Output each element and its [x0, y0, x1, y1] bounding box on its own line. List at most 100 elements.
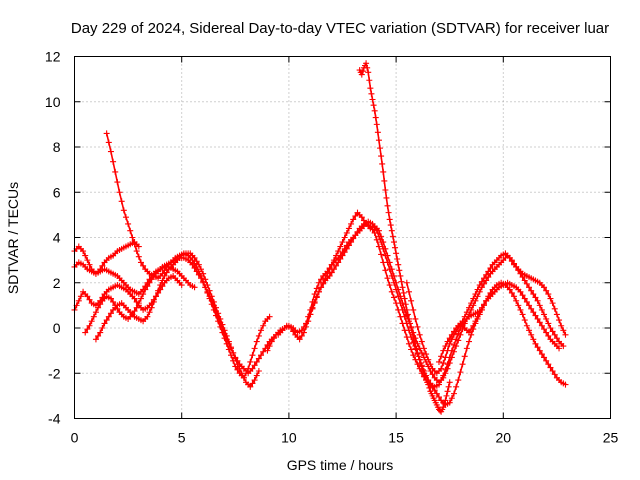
data-point-interp — [390, 294, 397, 301]
data-point-interp — [538, 351, 545, 358]
data-point-interp — [150, 298, 157, 305]
data-point — [384, 202, 391, 209]
data-point — [120, 207, 127, 214]
data-point-interp — [547, 295, 554, 302]
data-point-interp — [383, 194, 390, 201]
data-point-interp — [92, 309, 99, 316]
data-point — [86, 322, 93, 329]
data-point — [350, 216, 357, 223]
data-point-interp — [446, 360, 453, 367]
data-point — [84, 257, 91, 264]
data-point — [536, 347, 543, 354]
data-point — [367, 85, 374, 92]
y-tick-label: -2 — [48, 365, 61, 381]
data-point — [440, 347, 447, 354]
data-point — [249, 352, 256, 359]
data-point — [534, 297, 541, 304]
data-point-interp — [395, 286, 402, 293]
data-point-interp — [450, 328, 457, 335]
y-tick-label: 0 — [53, 320, 61, 336]
data-point-interp — [95, 332, 102, 339]
data-point-interp — [532, 294, 539, 301]
data-point — [137, 295, 144, 302]
data-point — [448, 354, 455, 361]
data-point-interp — [440, 360, 447, 367]
data-point-interp — [536, 302, 543, 309]
data-point — [189, 261, 196, 268]
data-point-interp — [135, 253, 142, 260]
data-point-interp — [465, 304, 472, 311]
data-point-interp — [382, 267, 389, 274]
data-point — [470, 322, 477, 329]
data-point — [107, 295, 114, 302]
data-point — [448, 331, 455, 338]
data-point — [468, 300, 475, 307]
data-point-interp — [337, 255, 344, 262]
y-tick-label: 4 — [53, 230, 61, 246]
data-point-interp — [99, 262, 106, 269]
data-point-interp — [387, 222, 394, 229]
data-point-interp — [410, 306, 417, 313]
data-point — [517, 288, 524, 295]
data-point — [369, 96, 376, 103]
data-point — [478, 304, 485, 311]
data-point — [528, 331, 535, 338]
data-point — [348, 239, 355, 246]
data-point — [519, 311, 526, 318]
data-point — [549, 367, 556, 374]
data-point-interp — [350, 235, 357, 242]
data-point — [80, 248, 87, 255]
data-point — [553, 311, 560, 318]
data-point — [315, 288, 322, 295]
data-point — [547, 325, 554, 331]
chart-title: Day 229 of 2024, Sidereal Day-to-day VTE… — [71, 20, 609, 37]
data-point-interp — [313, 294, 320, 301]
x-tick-label: 5 — [178, 430, 186, 446]
data-point — [395, 261, 402, 268]
data-point — [152, 293, 159, 300]
data-point — [213, 304, 220, 311]
data-point — [380, 168, 387, 175]
data-point — [95, 304, 102, 311]
data-point — [390, 239, 397, 246]
data-point-interp — [144, 283, 151, 290]
data-point — [526, 302, 533, 309]
data-point-interp — [472, 318, 479, 325]
data-point-interp — [386, 282, 393, 289]
data-point-interp — [435, 394, 442, 401]
data-point-interp — [114, 179, 121, 186]
data-point — [543, 329, 550, 336]
data-point-interp — [140, 262, 147, 269]
data-point-interp — [354, 228, 361, 235]
data-point-interp — [405, 288, 412, 295]
data-point-interp — [418, 338, 425, 345]
y-tick-label: 12 — [45, 49, 61, 65]
data-point-interp — [385, 209, 392, 216]
data-point-interp — [322, 275, 329, 282]
data-point-interp — [122, 214, 129, 221]
data-point — [474, 313, 481, 320]
data-point — [268, 338, 275, 345]
data-point — [84, 293, 91, 300]
data-point — [266, 313, 273, 320]
data-point — [365, 69, 372, 76]
data-point-interp — [326, 266, 333, 273]
data-point — [408, 297, 415, 304]
y-tick-label: 10 — [45, 94, 61, 110]
data-point-interp — [200, 279, 207, 286]
data-point — [543, 315, 550, 322]
data-point — [440, 374, 447, 381]
data-point — [144, 313, 151, 320]
data-point-interp — [219, 321, 226, 328]
data-point-interp — [155, 287, 162, 294]
data-point-interp — [419, 366, 426, 373]
data-point-interp — [290, 328, 297, 335]
data-point — [388, 227, 395, 234]
data-point — [388, 266, 395, 273]
data-point — [463, 345, 470, 352]
data-point — [551, 331, 558, 338]
data-point — [255, 367, 262, 374]
data-point — [300, 329, 307, 336]
data-point — [429, 383, 436, 390]
